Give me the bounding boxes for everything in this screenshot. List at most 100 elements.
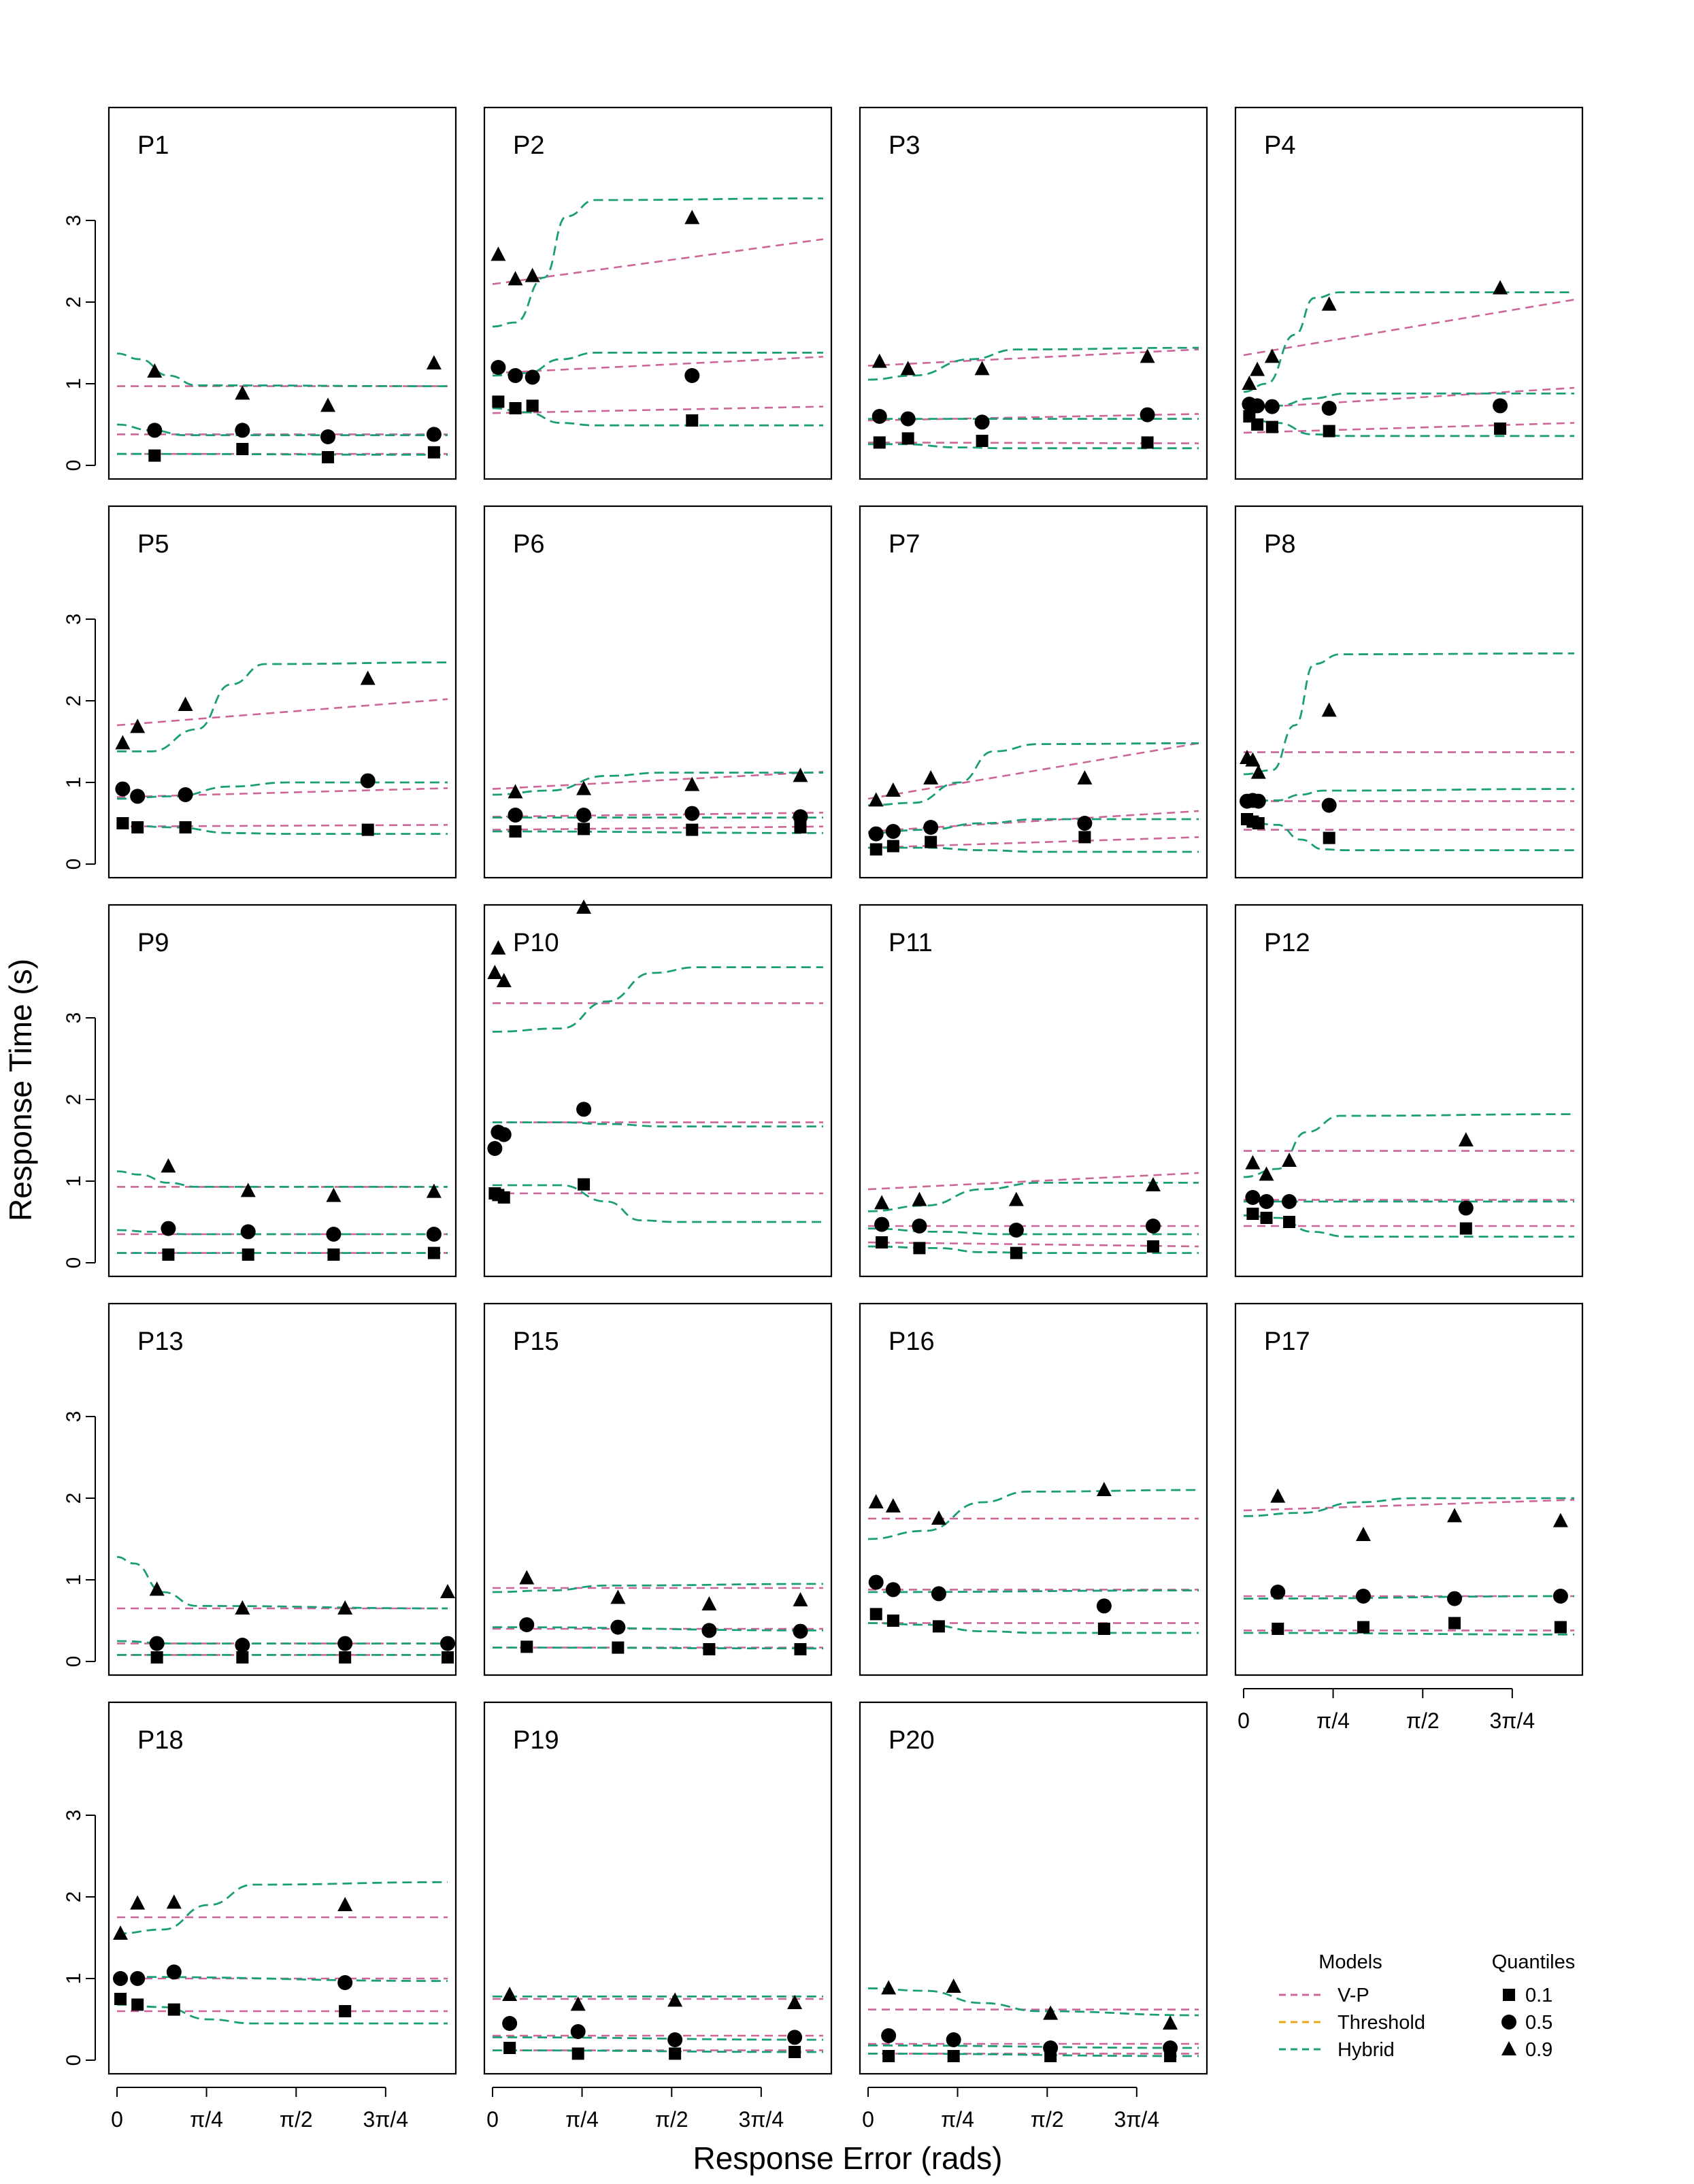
x-tick-label: 0 [862,2107,874,2132]
point-q05 [787,2030,803,2045]
legend-quantile-label: 0.5 [1525,2012,1552,2034]
point-q05 [1321,401,1337,416]
point-q09 [240,1182,256,1197]
x-tick-label: 3π/4 [1114,2107,1160,2132]
vp-curve-q01 [116,824,448,828]
vp-curve-q09 [492,238,824,285]
point-q01 [1246,1208,1259,1220]
y-tick-label: 1 [63,1176,85,1187]
panel-label: P8 [1264,530,1295,559]
point-q09 [337,1897,353,1911]
point-q05 [667,2032,683,2047]
point-q01 [442,1651,454,1664]
vp-curve-q01 [1243,422,1575,434]
hybrid-curve-q01 [492,1184,823,1223]
panel-label: P12 [1264,929,1310,957]
point-q05 [1077,816,1093,831]
point-q09 [115,735,131,750]
point-q01 [794,1643,807,1655]
panel-p9: P9 0 1 2 3 [63,904,457,1278]
panel-p6: P6 [483,505,833,879]
point-q01 [509,825,522,838]
point-q09 [1264,348,1280,363]
point-q09 [235,1600,250,1615]
point-q01 [427,446,440,459]
point-q01 [882,2050,895,2062]
point-q05 [1282,1194,1297,1209]
point-q01 [339,1651,352,1664]
point-q09 [360,670,376,685]
point-q01 [1272,1623,1284,1635]
x-axis-title: Response Error (rads) [693,2140,1002,2176]
legend-model-label: V-P [1338,1985,1369,2006]
point-q01 [1260,1212,1273,1224]
panel-frame [483,904,833,1278]
hybrid-curve-q05 [116,1976,448,1982]
point-q01 [947,2050,960,2062]
vp-curve-q09 [867,348,1199,367]
point-q05 [337,1975,353,1990]
point-q09 [337,1600,353,1615]
point-q09 [235,385,250,400]
hybrid-curve-q09 [116,1556,448,1610]
hybrid-curve-q05 [492,1121,823,1127]
panel-p17: P17 0 π/4 π/2 3π/4 [1234,1302,1584,1733]
point-q05 [931,1586,946,1602]
vp-curve-q09 [1243,1499,1575,1512]
x-tick-label: 3π/4 [739,2107,784,2132]
point-q01 [150,1651,163,1664]
y-tick-label: 3 [63,614,85,625]
point-q05 [1270,1585,1286,1600]
point-q09 [1493,280,1508,295]
panel-label: P10 [513,929,559,957]
point-q09 [923,770,939,784]
point-q05 [508,808,523,823]
panel-p8: P8 [1234,505,1584,879]
y-tick-label: 3 [63,1012,85,1024]
panel-p7: P7 [859,505,1208,879]
x-tick-label: π/2 [1406,1708,1440,1733]
point-q09 [570,1996,586,2011]
point-q01 [976,435,989,447]
panel-p16: P16 [859,1302,1208,1676]
panel-frame [859,1302,1208,1676]
point-q01 [179,821,192,833]
point-q09 [576,899,592,914]
y-tick-label: 0 [63,1656,85,1668]
point-q01 [1448,1617,1461,1629]
x-tick-label: 0 [486,2107,499,2132]
panel-p3: P3 [859,106,1208,480]
point-q09 [946,1979,961,1993]
point-q05 [426,427,442,442]
point-q05 [1493,398,1508,414]
panel-p10: P10 [483,899,833,1278]
point-q05 [684,368,700,383]
vp-curve-q01 [492,825,824,831]
point-q09 [793,767,808,782]
hybrid-curve-q01 [492,407,823,427]
point-q05 [491,360,506,375]
point-q05 [974,414,990,430]
point-q09 [1270,1488,1286,1503]
point-q05 [115,781,131,797]
hybrid-curve-q01 [867,1622,1199,1634]
point-q05 [320,429,336,444]
panel-frame [1234,904,1584,1278]
hybrid-curve-q09 [492,197,824,328]
point-q05 [130,1971,146,1986]
point-q01 [339,2005,352,2017]
hybrid-curve-q09 [867,1489,1199,1540]
point-q01 [520,1640,533,1653]
hybrid-curve-q05 [867,818,1199,834]
point-q05 [701,1623,717,1638]
panel-p4: P4 [1234,106,1584,480]
point-q01 [1141,436,1154,449]
point-q09 [1163,2015,1178,2030]
point-q05 [1163,2040,1178,2055]
point-q09 [1008,1191,1024,1206]
point-q09 [149,1581,165,1596]
point-q01 [873,436,886,449]
point-q09 [426,1183,442,1198]
point-q05 [508,368,523,383]
hybrid-curve-q09 [867,346,1199,381]
